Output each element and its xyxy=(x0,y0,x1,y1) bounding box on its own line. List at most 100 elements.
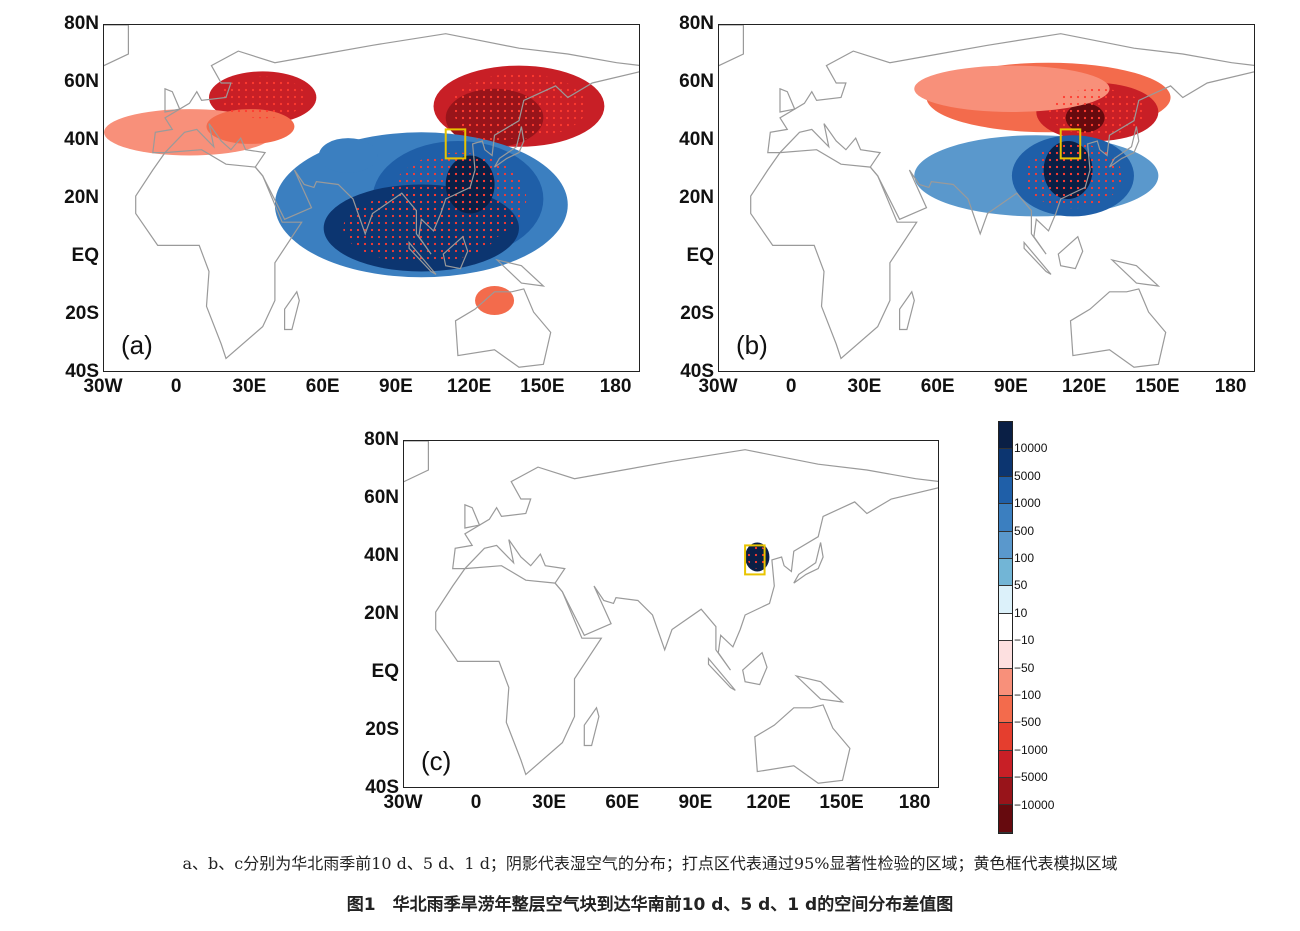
colorbar-label: −1000 xyxy=(1014,742,1048,757)
coastline-borneo xyxy=(442,235,469,270)
significance-dots xyxy=(747,545,768,569)
x-tick-label: 180 xyxy=(1214,376,1247,397)
y-tick-label: 80N xyxy=(64,13,99,34)
x-tick-label: 150E xyxy=(520,376,565,397)
y-tick-label: 40N xyxy=(364,545,399,566)
coastline-newguinea xyxy=(494,258,546,287)
colorbar-label: −50 xyxy=(1014,660,1035,675)
coastline-greenland xyxy=(104,25,129,67)
simulation-box xyxy=(1059,128,1082,160)
x-tick-label: 90E xyxy=(678,792,713,813)
colorbar-swatch xyxy=(999,504,1012,532)
colorbar-swatch xyxy=(999,558,1012,587)
colorbar-swatch xyxy=(999,723,1012,751)
colorbar-swatch xyxy=(999,641,1012,669)
x-tick-label: 30E xyxy=(532,792,567,813)
significance-dots xyxy=(450,161,490,208)
colorbar-swatch xyxy=(999,586,1012,614)
x-tick-label: 180 xyxy=(898,792,931,813)
x-tick-label: 60E xyxy=(605,792,640,813)
panel-label: (a) xyxy=(121,330,153,360)
colorbar-swatch xyxy=(999,531,1012,559)
coastline-borneo xyxy=(1057,235,1084,270)
coastline-australia xyxy=(1069,288,1167,368)
coastline-japan xyxy=(793,542,824,584)
x-tick-label: 120E xyxy=(1061,376,1107,397)
significance-dots xyxy=(343,193,500,263)
map-c xyxy=(403,440,939,788)
y-tick-label: 20S xyxy=(65,303,99,324)
colorbar-label: 50 xyxy=(1014,578,1028,593)
colorbar-swatch xyxy=(999,778,1012,806)
coastline-newguinea xyxy=(794,674,845,703)
panel-label: (c) xyxy=(421,746,452,776)
coastline-africa xyxy=(435,565,603,776)
x-tick-label: 30W xyxy=(383,792,423,813)
x-tick-label: 30W xyxy=(83,376,123,397)
simulation-box xyxy=(444,128,467,160)
coastline-madagascar xyxy=(583,706,600,747)
coastline-eurasia xyxy=(152,33,639,255)
y-tick-label: 40S xyxy=(680,361,714,382)
y-tick-label: 40N xyxy=(679,129,714,150)
colorbar-swatch xyxy=(999,422,1012,450)
coastline-britain xyxy=(464,503,481,529)
colorbar-label: 100 xyxy=(1014,551,1035,565)
y-tick-label: 20S xyxy=(680,303,714,324)
y-tick-label: 60N xyxy=(64,71,99,92)
significance-dots xyxy=(1069,106,1101,130)
colorbar xyxy=(998,421,1013,834)
coastline-borneo xyxy=(742,651,768,686)
coastline-britain xyxy=(164,87,181,113)
colorbar-label: −10 xyxy=(1014,633,1035,648)
coastline-newguinea xyxy=(1109,258,1161,287)
shading-region xyxy=(318,138,378,173)
y-tick-label: 60N xyxy=(364,487,399,508)
colorbar-label: −500 xyxy=(1014,715,1042,730)
y-tick-label: EQ xyxy=(686,245,714,266)
x-tick-label: 120E xyxy=(446,376,492,397)
significance-dots xyxy=(455,94,534,141)
x-tick-label: 150E xyxy=(1135,376,1180,397)
x-tick-label: 150E xyxy=(819,792,864,813)
coastline-sumatra xyxy=(1023,240,1052,275)
significance-dots xyxy=(1048,146,1088,194)
x-tick-label: 120E xyxy=(746,792,791,813)
map-a xyxy=(103,24,640,372)
figure-title: 图1 华北雨季旱涝年整层空气块到达华南前10 d、5 d、1 d的空间分布差值图 xyxy=(346,895,954,915)
coastline-greenland xyxy=(719,25,744,67)
x-tick-label: 30W xyxy=(698,376,738,397)
colorbar-label: −10000 xyxy=(1014,797,1055,812)
x-tick-label: 0 xyxy=(785,376,797,397)
panel-b: 80N 60N 40N 20N EQ 20S 40S 30W 0 30E 60E 90E 120E 150… xyxy=(679,13,1255,397)
colorbar-swatch xyxy=(999,476,1012,505)
significance-dots xyxy=(219,76,306,119)
y-tick-label: 40S xyxy=(365,777,399,798)
colorbar-swatch xyxy=(999,613,1012,642)
x-tick-label: 90E xyxy=(379,376,413,397)
coastline-britain xyxy=(779,87,796,113)
x-tick-label: 0 xyxy=(470,792,482,813)
x-tick-label: 60E xyxy=(920,376,955,397)
x-tick-label: 90E xyxy=(994,376,1028,397)
coastline-sumatra xyxy=(707,656,736,691)
coastline-japan xyxy=(1108,126,1140,168)
x-tick-label: 0 xyxy=(170,376,182,397)
y-tick-label: 40N xyxy=(64,129,99,150)
coastline-greenland xyxy=(404,441,429,483)
y-tick-label: 20N xyxy=(64,187,99,208)
y-tick-label: 20N xyxy=(679,187,714,208)
coastline-sumatra xyxy=(408,240,437,275)
colorbar-swatch xyxy=(999,449,1012,477)
y-tick-label: 80N xyxy=(364,429,399,450)
colorbar-label: 10000 xyxy=(1014,441,1048,456)
colorbar-label: 1000 xyxy=(1014,496,1041,511)
colorbar-swatch xyxy=(999,668,1012,696)
panel-a: 80N 60N 40N 20N EQ 20S 40S 30W 0 30E 60E 90E 120E 150… xyxy=(64,13,640,397)
y-tick-label: 80N xyxy=(679,13,714,34)
colorbar-swatch xyxy=(999,695,1012,724)
x-tick-label: 30E xyxy=(232,376,267,397)
shading-region xyxy=(475,286,515,315)
y-tick-label: 20N xyxy=(364,603,399,624)
colorbar-label: 500 xyxy=(1014,523,1035,538)
